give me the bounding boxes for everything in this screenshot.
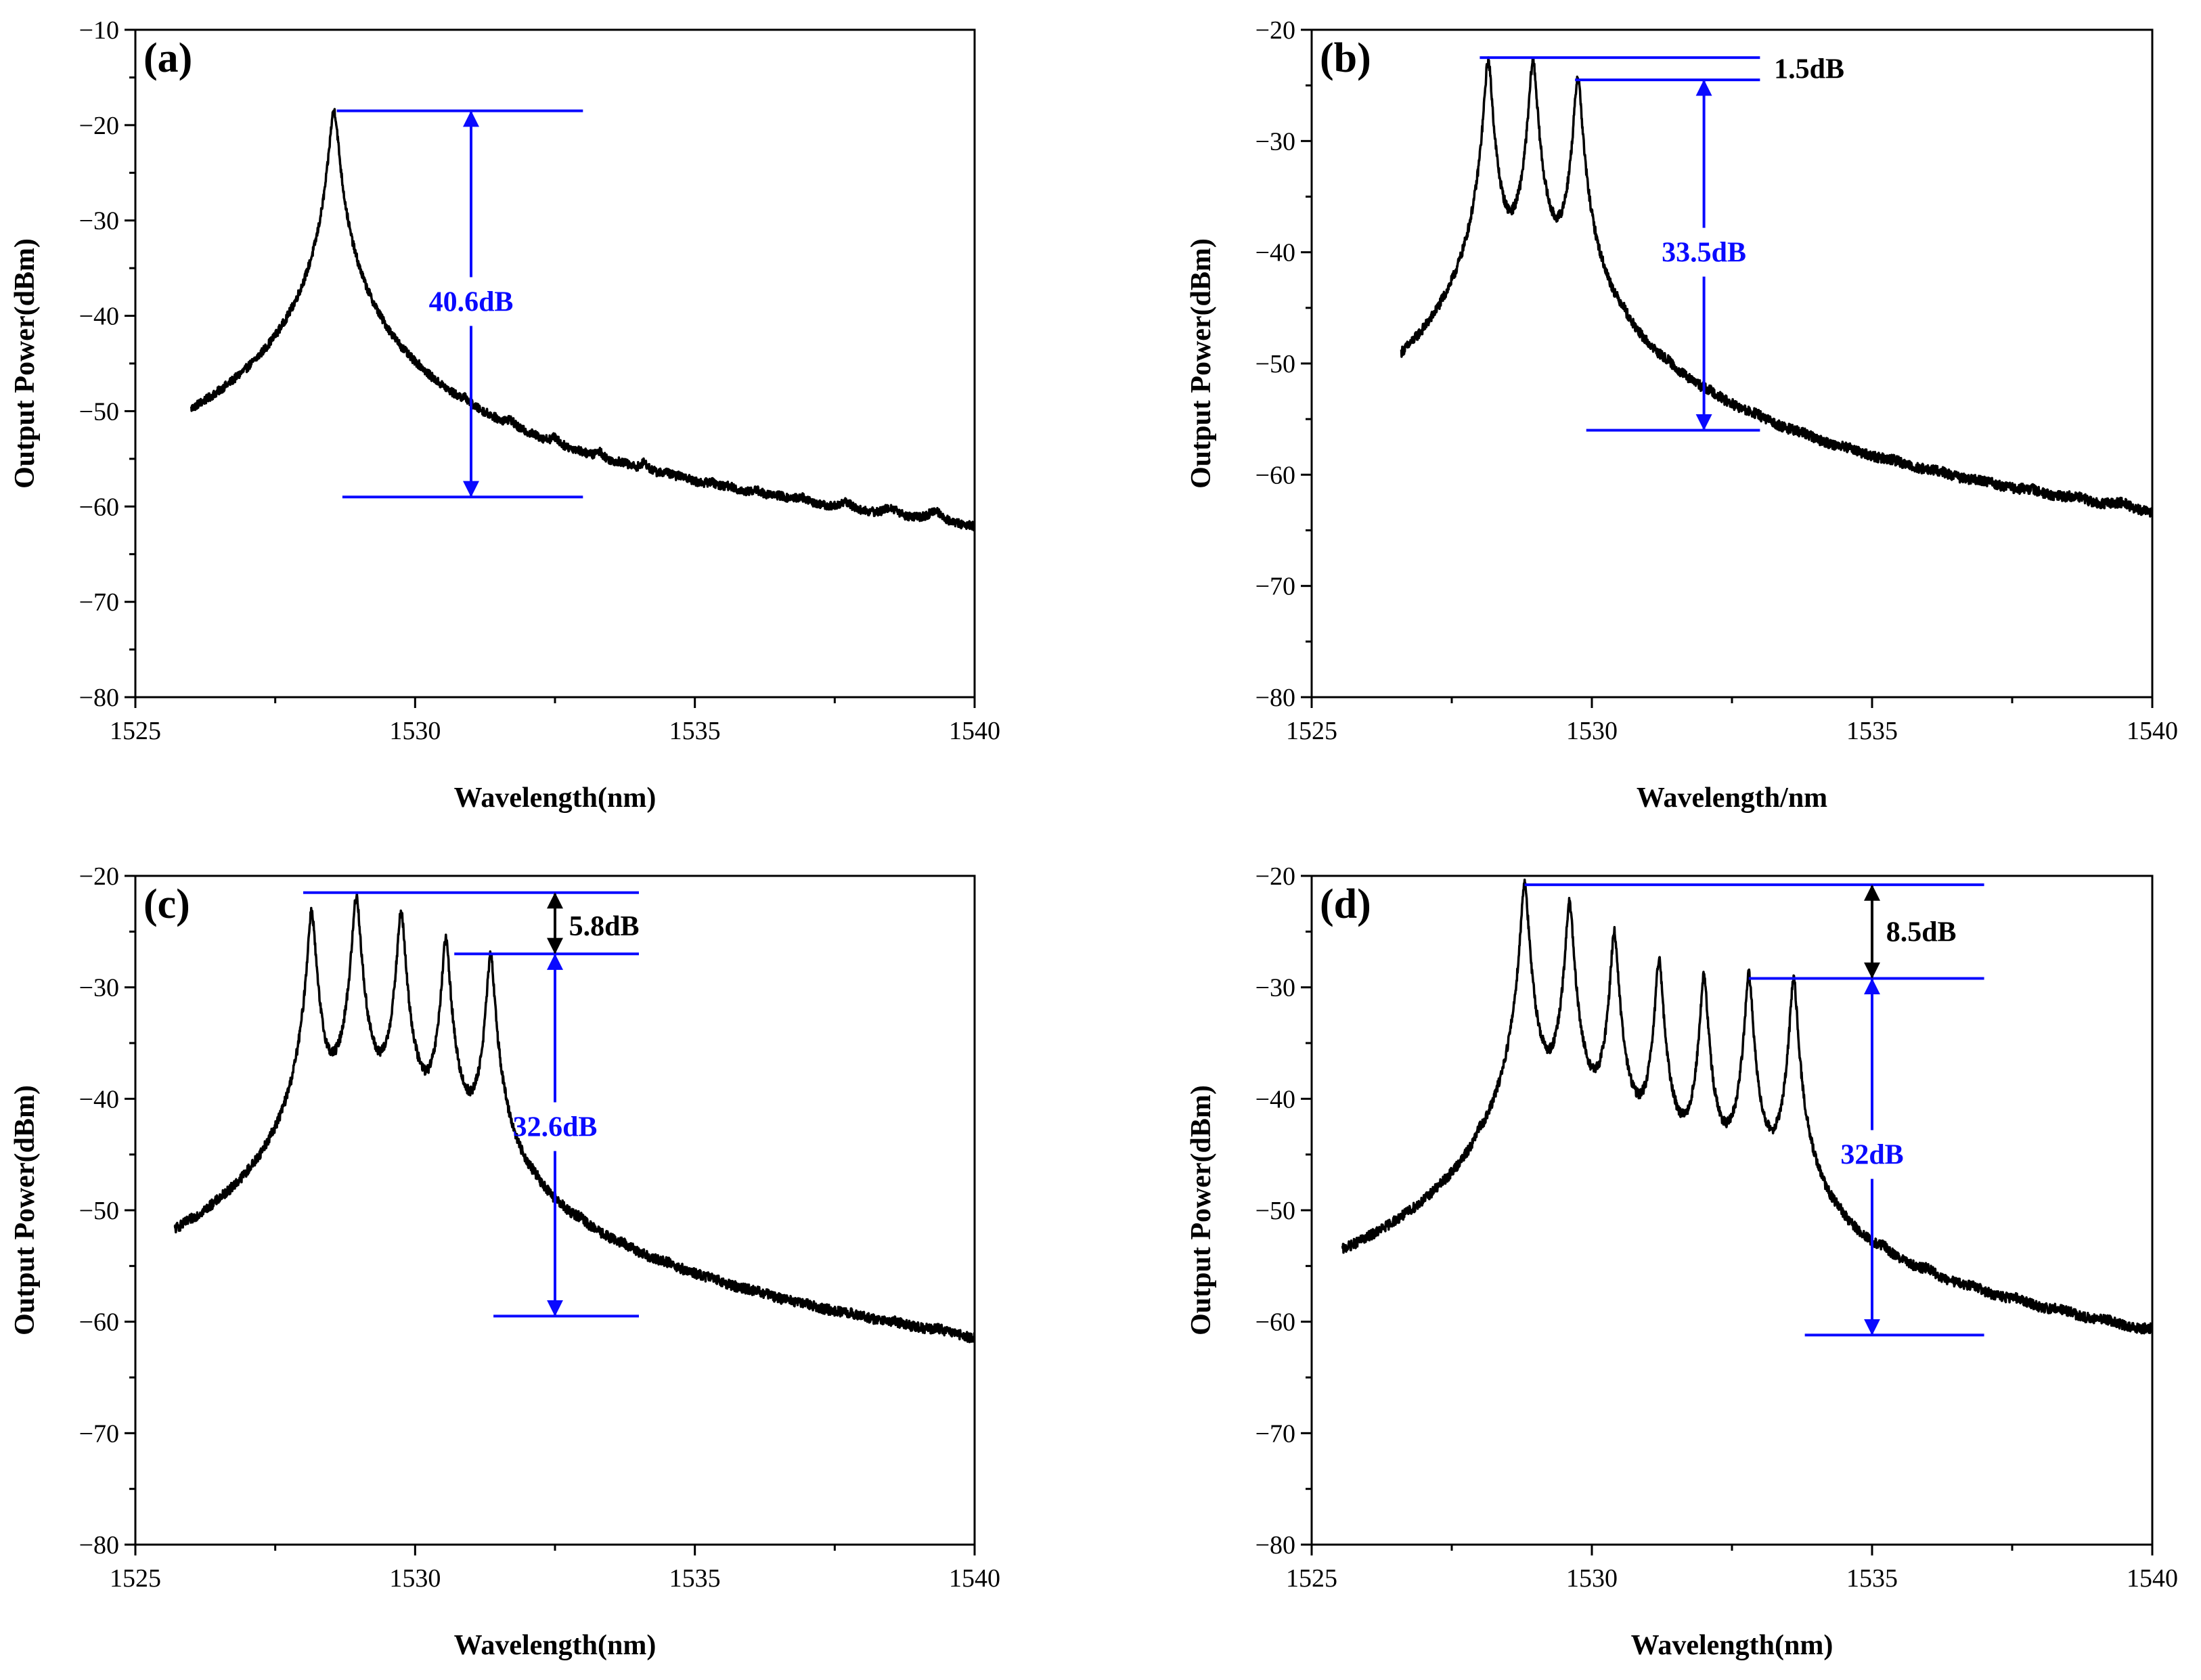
y-tick-label: −80 (1255, 684, 1295, 712)
annotation-label: 33.5dB (1662, 238, 1746, 269)
x-tick-label: 1530 (1566, 1564, 1618, 1593)
annotation-text: 8.5dB (1886, 916, 1957, 948)
x-tick-label: 1540 (949, 1564, 1000, 1593)
y-tick-label: −60 (79, 1308, 119, 1337)
x-tick-label: 1525 (110, 717, 161, 745)
y-axis-title: Output Power(dBm) (9, 1085, 41, 1335)
y-tick-label: −30 (1255, 974, 1295, 1002)
y-tick-label: −50 (79, 397, 119, 426)
panel-label: (c) (143, 881, 190, 927)
x-tick-label: 1525 (110, 1564, 161, 1593)
y-tick-label: −20 (79, 112, 119, 140)
y-tick-label: −70 (79, 588, 119, 617)
y-tick-label: −20 (1255, 16, 1295, 45)
x-tick-label: 1530 (1566, 717, 1618, 745)
y-tick-label: −60 (1255, 461, 1295, 489)
panel-label: (d) (1320, 881, 1371, 927)
y-axis-title: Output Power(dBm) (1186, 238, 1217, 489)
y-tick-label: −30 (79, 974, 119, 1002)
x-tick-label: 1525 (1286, 717, 1337, 745)
y-tick-label: −40 (1255, 239, 1295, 267)
x-tick-label: 1530 (389, 1564, 441, 1593)
plot-frame (1310, 875, 2154, 1546)
x-tick-label: 1535 (669, 1564, 721, 1593)
y-tick-label: −10 (79, 16, 119, 45)
x-tick-label: 1535 (669, 717, 721, 745)
y-tick-label: −80 (79, 1531, 119, 1560)
y-tick-label: −60 (79, 493, 119, 521)
spectrum-trace (190, 108, 975, 532)
y-tick-label: −30 (79, 207, 119, 236)
x-tick-label: 1530 (389, 717, 441, 745)
x-tick-label: 1540 (949, 717, 1000, 745)
y-axis-title: Output Power(dBm) (1186, 1085, 1217, 1335)
y-tick-label: −40 (79, 1085, 119, 1113)
y-tick-label: −80 (1255, 1531, 1295, 1560)
y-tick-label: −30 (1255, 127, 1295, 156)
y-tick-label: −40 (1255, 1085, 1295, 1113)
panel-label: (b) (1320, 35, 1371, 81)
y-tick-label: −50 (1255, 350, 1295, 378)
y-tick-label: −50 (79, 1197, 119, 1225)
annotation-label: 32.6dB (513, 1112, 598, 1143)
spectrum-trace (173, 892, 975, 1344)
x-tick-label: 1540 (2127, 717, 2178, 745)
y-tick-label: −80 (79, 684, 119, 712)
annotation-label: 32dB (1840, 1140, 1903, 1171)
x-tick-label: 1540 (2127, 1564, 2178, 1593)
y-tick-label: −50 (1255, 1197, 1295, 1225)
panel-label: (a) (143, 35, 192, 81)
annotation-text: 1.5dB (1774, 54, 1844, 85)
x-axis-title: Wavelength(nm) (454, 1630, 657, 1661)
x-axis-title: Wavelength(nm) (454, 782, 657, 814)
y-tick-label: −60 (1255, 1308, 1295, 1337)
x-axis-title: Wavelength/nm (1637, 782, 1827, 814)
y-tick-label: −20 (1255, 862, 1295, 891)
x-tick-label: 1535 (1846, 1564, 1898, 1593)
y-axis-title: Output Power(dBm) (9, 238, 41, 489)
y-tick-label: −70 (1255, 1419, 1295, 1448)
spectrum-trace (1341, 878, 2152, 1335)
plot-frame (1310, 28, 2154, 699)
annotation-text: 5.8dB (569, 911, 640, 942)
x-tick-label: 1525 (1286, 1564, 1337, 1593)
plot-frame (134, 28, 976, 699)
x-axis-title: Wavelength(nm) (1631, 1630, 1833, 1661)
y-tick-label: −40 (79, 303, 119, 331)
y-tick-label: −70 (1255, 573, 1295, 601)
panel-d: 1525 1530 1535 1540 −80 −70 −60 −50 −40 −30 −20 Wav… (1186, 862, 2178, 1661)
panel-a: 1525 1530 1535 1540 −80 −70 −60 −50 −40 −30 −20 −10… (9, 16, 1000, 814)
panel-c: 1525 1530 1535 1540 −80 −70 −60 −50 −40 −30 −20 Wav… (9, 862, 1000, 1661)
spectrum-trace (1400, 56, 2152, 518)
panel-b: 1525 1530 1535 1540 −80 −70 −60 −50 −40 −30 −20 Wav… (1186, 16, 2178, 814)
y-tick-label: −70 (79, 1419, 119, 1448)
x-tick-label: 1535 (1846, 717, 1898, 745)
y-tick-label: −20 (79, 862, 119, 891)
annotation-label: 40.6dB (429, 286, 514, 317)
